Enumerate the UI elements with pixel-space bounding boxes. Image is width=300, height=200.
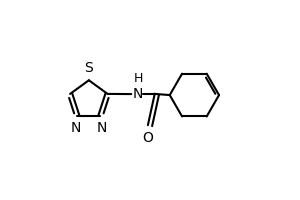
Text: O: O — [142, 131, 153, 145]
Text: H: H — [134, 72, 143, 85]
Text: N: N — [96, 121, 106, 135]
Text: S: S — [85, 61, 93, 75]
Text: N: N — [133, 87, 143, 101]
Text: N: N — [71, 121, 82, 135]
